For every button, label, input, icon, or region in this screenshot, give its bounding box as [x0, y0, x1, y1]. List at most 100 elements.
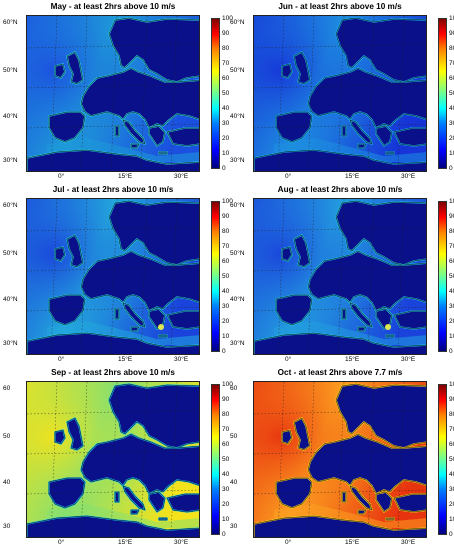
coastline	[293, 417, 311, 451]
graticule-line	[27, 83, 199, 89]
graticule-line	[27, 43, 199, 49]
graticule-line	[307, 382, 315, 537]
colorbar-tick-label: 70	[222, 425, 230, 433]
land-area	[114, 491, 120, 503]
colorbar-tick-label: 10	[449, 149, 454, 157]
latitude-label: 40°N	[230, 296, 245, 303]
europe-map	[254, 16, 426, 171]
colorbar-tick-label: 90	[222, 29, 230, 37]
colorbar-tick-label: 20	[222, 317, 230, 325]
coastline	[122, 119, 146, 145]
colorbar-tick-label: 100	[449, 197, 454, 205]
colorbar-tick-label: 50	[222, 89, 230, 97]
colorbar-tick-label: 30	[449, 302, 454, 310]
colorbar	[438, 384, 447, 535]
longitude-label: 15°E	[118, 356, 133, 363]
coastline	[48, 294, 86, 326]
colorbar-tick-label: 0	[222, 530, 226, 538]
latitude-label: 30	[3, 523, 11, 530]
graticule-line	[27, 449, 199, 455]
latitude-label: 40°N	[3, 113, 18, 120]
coastline	[166, 493, 199, 513]
coastline	[108, 17, 199, 83]
colorbar-tick-label: 40	[449, 287, 454, 295]
longitude-label: 30°E	[401, 173, 416, 180]
colorbar-tick-label: 80	[449, 227, 454, 235]
latitude-label: 30	[230, 523, 238, 530]
colorbar-tick-label: 80	[449, 410, 454, 418]
colorbar-tick-label: 0	[222, 347, 226, 355]
colorbar-tick-label: 70	[449, 59, 454, 67]
graticule-line	[254, 306, 426, 312]
latitude-label: 60	[230, 385, 238, 392]
colorbar-tick-label: 80	[222, 410, 230, 418]
graticule-line	[367, 382, 375, 537]
colorbar-tick-label: 60	[449, 257, 454, 265]
colorbar-tick-label: 50	[222, 272, 230, 280]
colorbar-tick-label: 100	[449, 380, 454, 388]
land-area	[158, 517, 168, 521]
sea-field	[47, 504, 199, 528]
sea-field	[274, 321, 426, 345]
colorbar-tick-label: 80	[449, 44, 454, 52]
colorbar-tick-label: 30	[449, 119, 454, 127]
colorbar-tick-label: 100	[222, 14, 233, 22]
latitude-label: 60	[3, 385, 11, 392]
coastline	[114, 308, 120, 320]
graticule-line	[110, 382, 118, 537]
colorbar-tick-label: 90	[222, 212, 230, 220]
graticule-line	[80, 199, 88, 354]
coastline	[54, 63, 66, 79]
latitude-label: 50°N	[3, 67, 18, 74]
panel-title: Aug - at least 2hrs above 10 m/s	[277, 185, 403, 194]
colorbar	[438, 18, 447, 169]
land-area	[341, 491, 347, 503]
colorbar-tick-label: 60	[222, 257, 230, 265]
map-panel: Jul - at least 2hrs above 10 m/s 60°N 50°N…	[0, 183, 233, 365]
coastline	[254, 332, 426, 354]
coastline	[108, 200, 199, 266]
land-area	[158, 334, 168, 338]
colorbar-tick-label: 20	[222, 500, 230, 508]
coastline	[393, 127, 426, 147]
colorbar-tick-label: 90	[222, 395, 230, 403]
longitude-label: 0°	[285, 539, 292, 546]
longitude-label: 0°	[285, 356, 292, 363]
latitude-label: 50	[230, 433, 238, 440]
colorbar-tick-label: 0	[222, 164, 226, 172]
graticule-line	[277, 16, 285, 171]
graticule-line	[110, 199, 118, 354]
sea-field	[47, 138, 199, 162]
map-panel: Aug - at least 2hrs above 10 m/s 60°N 50°N…	[227, 183, 454, 365]
coastline	[281, 429, 293, 445]
graticule-line	[27, 226, 199, 232]
europe-map	[27, 199, 199, 354]
coastline	[357, 143, 367, 149]
panel-title: Jul - at least 2hrs above 10 m/s	[52, 185, 174, 194]
latitude-label: 50°N	[230, 250, 245, 257]
coastline	[27, 149, 199, 171]
coastline	[385, 517, 395, 521]
colorbar-tick-label: 90	[449, 395, 454, 403]
graticule-line	[27, 266, 199, 272]
coastline	[385, 151, 395, 155]
colorbar-tick-label: 0	[449, 164, 453, 172]
coastline	[357, 509, 367, 515]
coastline	[375, 125, 393, 147]
graticule-line	[254, 409, 426, 415]
colorbar-tick-label: 0	[449, 530, 453, 538]
map-area	[26, 15, 200, 172]
colorbar-tick-label: 40	[222, 287, 230, 295]
coastline	[341, 491, 347, 503]
coastline	[385, 334, 395, 338]
colorbar-tick-label: 90	[449, 212, 454, 220]
europe-map	[27, 16, 199, 171]
land-area	[341, 125, 347, 137]
graticule-line	[27, 489, 199, 495]
coastline	[375, 491, 393, 513]
longitude-label: 0°	[58, 356, 65, 363]
coastline	[393, 493, 426, 513]
coastline	[114, 491, 120, 503]
colorbar-tick-label: 60	[449, 74, 454, 82]
longitude-label: 15°E	[345, 356, 360, 363]
